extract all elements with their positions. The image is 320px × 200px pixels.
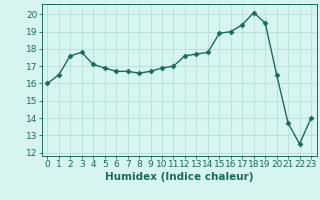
X-axis label: Humidex (Indice chaleur): Humidex (Indice chaleur): [105, 172, 253, 182]
